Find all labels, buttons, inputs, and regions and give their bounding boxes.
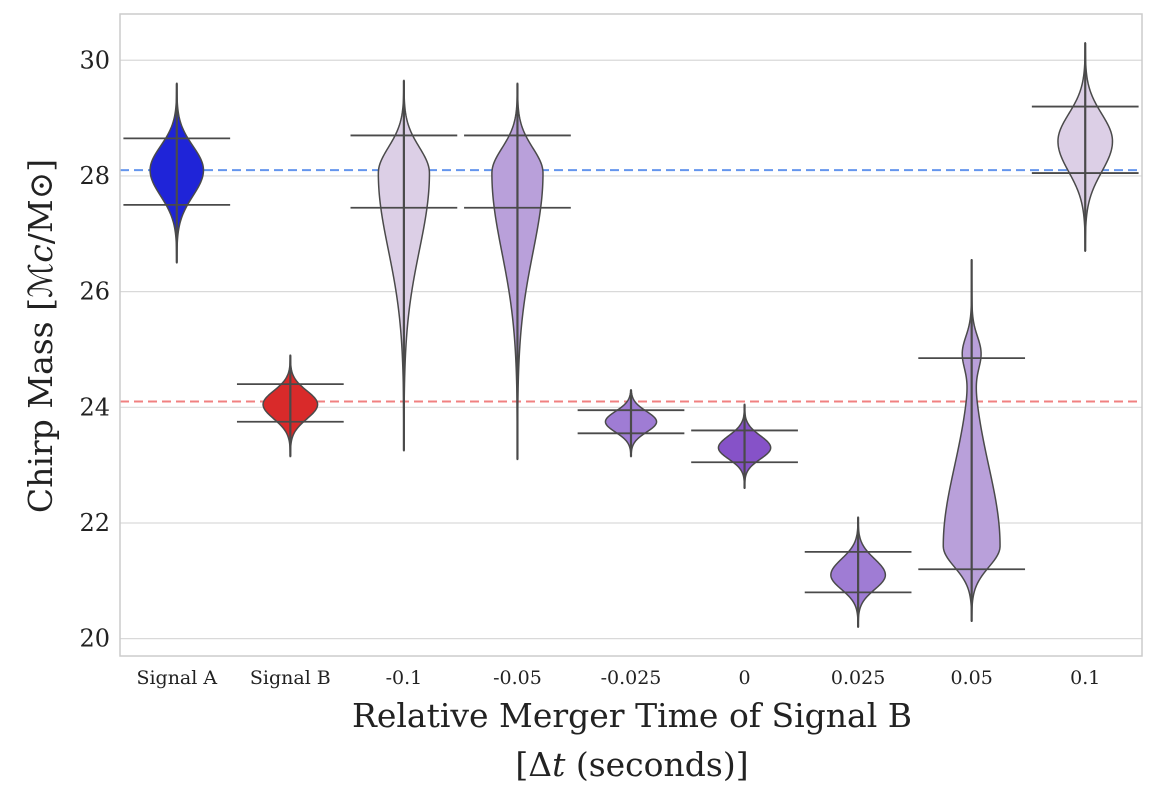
violin--0.025	[577, 389, 685, 458]
y-axis-label: Chirp Mass [ℳ𝑐/M⊙]	[21, 159, 60, 513]
violin-0.1	[1031, 42, 1139, 252]
x-axis-unit-label: [Δ𝑡 (seconds)]	[515, 745, 748, 784]
violin-Signal B	[236, 354, 344, 458]
x-tick-label: 0.1	[1070, 667, 1100, 689]
y-tick-label: 28	[79, 162, 110, 190]
violin-0.025	[804, 516, 912, 628]
reference-lines	[120, 169, 1142, 403]
x-tick-label: 0.05	[951, 667, 993, 689]
y-tick-label: 22	[79, 509, 110, 537]
y-tick-label: 24	[79, 393, 110, 421]
x-axis-label: Relative Merger Time of Signal B	[352, 696, 912, 735]
x-tick-label: 0.025	[831, 667, 885, 689]
x-tick-label: -0.1	[386, 667, 423, 689]
x-tick-label: -0.05	[493, 667, 542, 689]
y-tick-label: 26	[79, 278, 110, 306]
violin-Signal A	[123, 82, 231, 264]
y-tick-label: 20	[79, 625, 110, 653]
y-tick-labels: 20 22 24 26 28 30	[79, 46, 110, 652]
x-tick-label: Signal B	[250, 667, 331, 689]
x-tick-label: Signal A	[136, 667, 217, 689]
plot-frame	[119, 13, 1143, 657]
violin--0.1	[350, 79, 458, 452]
x-tick-label: 0	[739, 667, 751, 689]
violin-0.05	[918, 259, 1026, 623]
x-tick-labels: Signal A Signal B -0.1 -0.05 -0.025 0 0.025 0.0…	[136, 667, 1100, 689]
violin--0.05	[464, 82, 571, 461]
y-tick-label: 30	[79, 46, 110, 74]
violin-0	[691, 403, 798, 490]
violins	[123, 42, 1139, 628]
x-tick-label: -0.025	[601, 667, 662, 689]
